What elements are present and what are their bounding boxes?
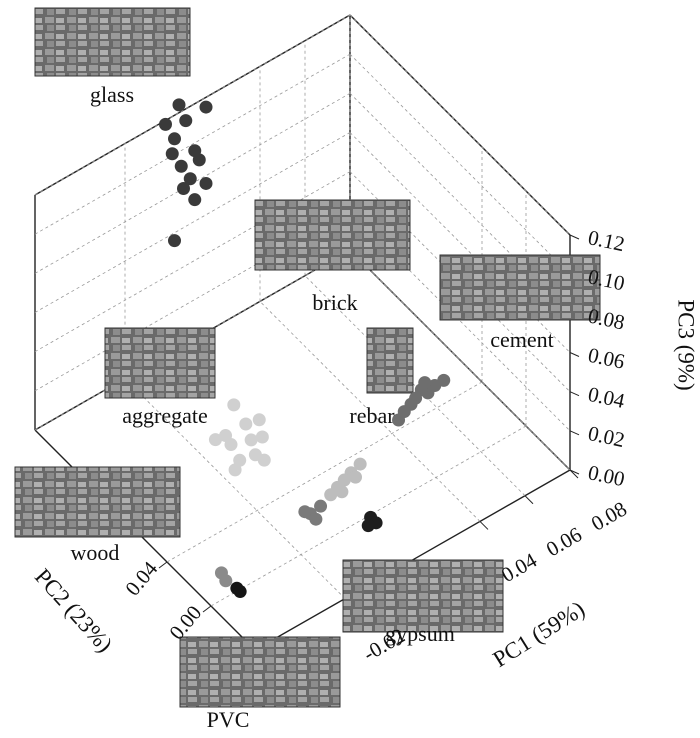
data-point [199,100,213,114]
data-point [335,485,349,499]
series-label: gypsum [385,621,455,646]
material-photo [366,327,414,394]
data-point [208,433,222,447]
data-point [349,470,362,484]
z-axis-label: PC3 (9%) [674,299,699,390]
material-photo [104,327,216,399]
z-tick-label: 0.06 [586,343,627,374]
data-point [255,430,269,444]
data-point [174,159,188,173]
data-point [418,376,432,390]
grid-line [34,132,351,313]
data-point [228,463,242,477]
grid-line [349,249,571,471]
grid-line [349,210,571,432]
data-point [168,132,181,146]
x-tick-label: 0.04 [497,548,541,587]
data-point [172,98,186,112]
data-point [199,176,213,190]
series-label: wood [71,540,120,565]
series-label: glass [90,82,134,107]
z-tick-label: 0.08 [586,303,627,334]
material-photo [254,199,411,271]
grid-line [349,14,571,236]
x-tick-label: 0.08 [587,497,631,536]
series-label: PVC [207,707,250,732]
data-point [239,417,253,431]
data-point [252,413,266,427]
z-tick-label: 0.02 [586,421,627,452]
data-point [188,193,202,207]
data-point [183,172,197,186]
data-point [314,499,328,513]
data-point [177,181,190,195]
data-point [227,398,241,412]
material-photo [14,466,181,538]
tick-mark [158,561,168,569]
grid-line [34,53,351,235]
z-tick-label: 0.04 [586,382,627,413]
grid-line [304,275,526,496]
material-photo [34,7,191,77]
data-point [257,453,271,467]
data-point [219,429,233,443]
series-label: rebar [349,403,395,428]
grid-line [349,249,571,471]
data-point [309,512,323,526]
x-axis-label: PC1 (59%) [489,596,589,672]
series-label: aggregate [122,403,208,428]
tick-mark [569,430,580,436]
tick-mark [569,352,580,357]
data-point [165,147,179,161]
tick-mark [524,495,534,505]
data-point [244,433,258,447]
data-point [298,505,312,519]
y-axis-label: PC2 (23%) [30,564,117,657]
tick-mark [569,469,580,475]
data-point [219,574,233,588]
grid-line [349,171,571,392]
series-label: brick [312,290,357,315]
y-tick-label: 0.04 [120,556,162,600]
data-point [159,117,172,131]
data-point [361,519,375,533]
grid-line [34,14,351,196]
x-tick-label: 0.06 [542,522,586,561]
series-label: cement [490,327,554,352]
data-point [168,234,181,248]
points [159,98,451,599]
data-point [324,488,338,502]
tick-mark [569,391,580,397]
z-tick-label: 0.00 [586,460,627,491]
data-point [192,153,206,167]
tick-mark [202,605,212,613]
tick-mark [569,234,580,240]
data-point [392,413,406,427]
material-photo [179,636,341,708]
material-photo [439,254,601,321]
photos [14,7,601,708]
grid-line [166,381,483,563]
material-photo [342,559,504,633]
data-point [233,585,247,599]
grid-line [349,53,571,275]
grid-line [124,378,346,599]
data-point [179,114,193,128]
z-tick-label: 0.12 [586,225,627,256]
tick-mark [479,521,489,530]
data-point [353,457,367,471]
tick-mark [569,469,579,479]
grid-line [259,301,481,522]
